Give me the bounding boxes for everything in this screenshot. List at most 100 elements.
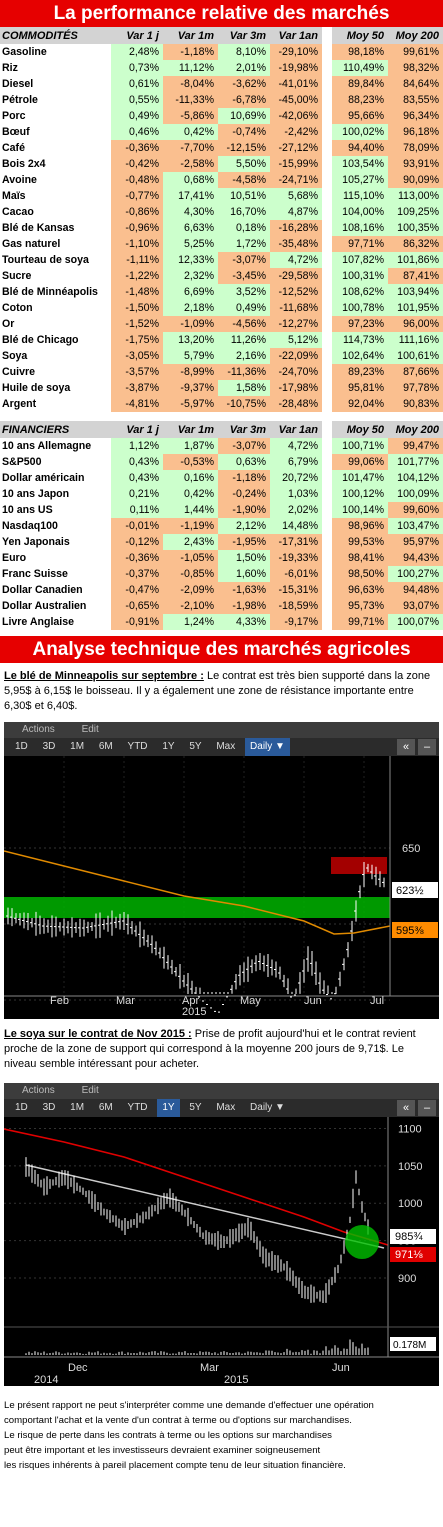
table-row: Pétrole 0,55% -11,33% -6,78% -45,00% 88,23% 83… [0, 92, 443, 108]
analysis-soya: Le soya sur le contrat de Nov 2015 : Pri… [0, 1027, 443, 1072]
value-cell: -0,91% [111, 614, 163, 630]
chart-range-toolbar: 1D 3D 1M 6M YTD 1Y 5Y Max Daily ▼ « – [4, 738, 439, 756]
month-label: Feb [50, 995, 69, 1007]
trend-line [25, 1164, 385, 1249]
value-cell: 3,52% [218, 284, 270, 300]
value-cell: 2,48% [111, 44, 163, 60]
value-cell: 94,48% [388, 582, 443, 598]
value-cell: -1,98% [218, 598, 270, 614]
range-1y-button[interactable]: 1Y [157, 1099, 180, 1117]
value-cell: 5,12% [270, 332, 322, 348]
column-header: Var 1an [270, 27, 322, 44]
value-cell: 14,48% [270, 518, 322, 534]
axis-label: 1050 [398, 1161, 422, 1173]
value-cell: -1,22% [111, 268, 163, 284]
market-name: Tourteau de soya [2, 254, 89, 266]
nav-next-button[interactable]: – [418, 1100, 436, 1116]
range-max-button[interactable]: Max [216, 741, 236, 752]
value-cell: -4,81% [111, 396, 163, 412]
month-label: May [240, 995, 261, 1007]
value-cell: -1,48% [111, 284, 163, 300]
table-row: Bœuf 0,46% 0,42% -0,74% -2,42% 100,02% 96,18% [0, 124, 443, 140]
edit-menu[interactable]: Edit [81, 724, 99, 735]
value-cell: 0,73% [111, 60, 163, 76]
range-3d-button[interactable]: 3D [42, 1102, 56, 1113]
market-name: Soya [2, 350, 28, 362]
column-header: Moy 200 [388, 421, 443, 438]
actions-menu[interactable]: Actions [22, 1085, 55, 1096]
value-cell: -2,58% [163, 156, 218, 172]
range-1d-button[interactable]: 1D [15, 1102, 28, 1113]
range-6m-button[interactable]: 6M [98, 1102, 113, 1113]
value-cell: 98,32% [388, 60, 443, 76]
range-1y-button[interactable]: 1Y [162, 741, 175, 752]
table-row: Yen Japonais -0,12% 2,43% -1,95% -17,31% 99,5… [0, 534, 443, 550]
chart-year-2014: 2014 [34, 1374, 58, 1386]
range-ytd-button[interactable]: YTD [127, 741, 148, 752]
value-cell: 1,58% [218, 380, 270, 396]
value-cell: -45,00% [270, 92, 322, 108]
value-cell: 4,33% [218, 614, 270, 630]
table-row: Blé de Kansas -0,96% 6,63% 0,18% -16,28% 108,… [0, 220, 443, 236]
value-cell: 2,16% [218, 348, 270, 364]
analysis-soya-lead: Le soya sur le contrat de Nov 2015 : [4, 1028, 192, 1040]
value-cell: -0,36% [111, 140, 163, 156]
range-1m-button[interactable]: 1M [70, 1102, 85, 1113]
price-label: 623½ [396, 885, 424, 897]
market-name: Dollar Canadien [2, 584, 83, 596]
market-name: Riz [2, 62, 18, 74]
nav-next-button[interactable]: – [418, 739, 436, 755]
market-name: Blé de Chicago [2, 334, 79, 346]
daily-dropdown[interactable]: Daily ▼ [250, 1102, 285, 1113]
range-6m-button[interactable]: 6M [98, 741, 113, 752]
value-cell: 103,47% [388, 518, 443, 534]
table-row: Euro -0,36% -1,05% 1,50% -19,33% 98,41% 94,43% [0, 550, 443, 566]
value-cell: -0,24% [218, 486, 270, 502]
column-header: Var 1m [163, 421, 218, 438]
range-max-button[interactable]: Max [216, 1102, 236, 1113]
value-cell: 100,27% [388, 566, 443, 582]
nav-prev-button[interactable]: « [397, 1100, 415, 1116]
range-1d-button[interactable]: 1D [15, 741, 28, 752]
value-cell: 90,83% [388, 396, 443, 412]
value-cell: 0,49% [218, 300, 270, 316]
disclaimer-line: Le présent rapport ne peut s'interpréter… [4, 1400, 374, 1411]
value-cell: 108,16% [332, 220, 388, 236]
daily-dropdown[interactable]: Daily ▼ [245, 738, 290, 756]
table-row: Gas naturel -1,10% 5,25% 1,72% -35,48% 97,71%… [0, 236, 443, 252]
value-cell: 92,04% [332, 396, 388, 412]
table-row: Café -0,36% -7,70% -12,15% -27,12% 94,40% 78,0… [0, 140, 443, 156]
value-cell: 1,87% [163, 438, 218, 454]
actions-menu[interactable]: Actions [22, 724, 55, 735]
support-circle [345, 1225, 379, 1259]
market-name: Avoine [2, 174, 37, 186]
range-5y-button[interactable]: 5Y [189, 1102, 202, 1113]
value-cell: -1,10% [111, 236, 163, 252]
value-cell: -4,56% [218, 316, 270, 332]
ma-label: 971⅛ [395, 1249, 423, 1261]
value-cell: 97,23% [332, 316, 388, 332]
market-name: Café [2, 142, 25, 154]
table-row: Cacao -0,86% 4,30% 16,70% 4,87% 104,00% 109,25… [0, 204, 443, 220]
market-name: Coton [2, 302, 33, 314]
range-3d-button[interactable]: 3D [42, 741, 56, 752]
value-cell: -3,07% [218, 252, 270, 268]
nav-prev-button[interactable]: « [397, 739, 415, 755]
range-1m-button[interactable]: 1M [70, 741, 85, 752]
value-cell: -12,52% [270, 284, 322, 300]
value-cell: 101,77% [388, 454, 443, 470]
value-cell: 96,34% [388, 108, 443, 124]
chart-toolbar-menu: Actions Edit [4, 722, 439, 738]
value-cell: 0,61% [111, 76, 163, 92]
value-cell: -3,45% [218, 268, 270, 284]
value-cell: -18,59% [270, 598, 322, 614]
range-ytd-button[interactable]: YTD [127, 1102, 148, 1113]
range-5y-button[interactable]: 5Y [189, 741, 202, 752]
table-row: Argent -4,81% -5,97% -10,75% -28,48% 92,04% 90… [0, 396, 443, 412]
value-cell: 100,35% [388, 220, 443, 236]
edit-menu[interactable]: Edit [81, 1085, 99, 1096]
value-cell: 115,10% [332, 188, 388, 204]
value-cell: 0,18% [218, 220, 270, 236]
table-row: Cuivre -3,57% -8,99% -11,36% -24,70% 89,23% 87… [0, 364, 443, 380]
value-cell: 99,61% [388, 44, 443, 60]
